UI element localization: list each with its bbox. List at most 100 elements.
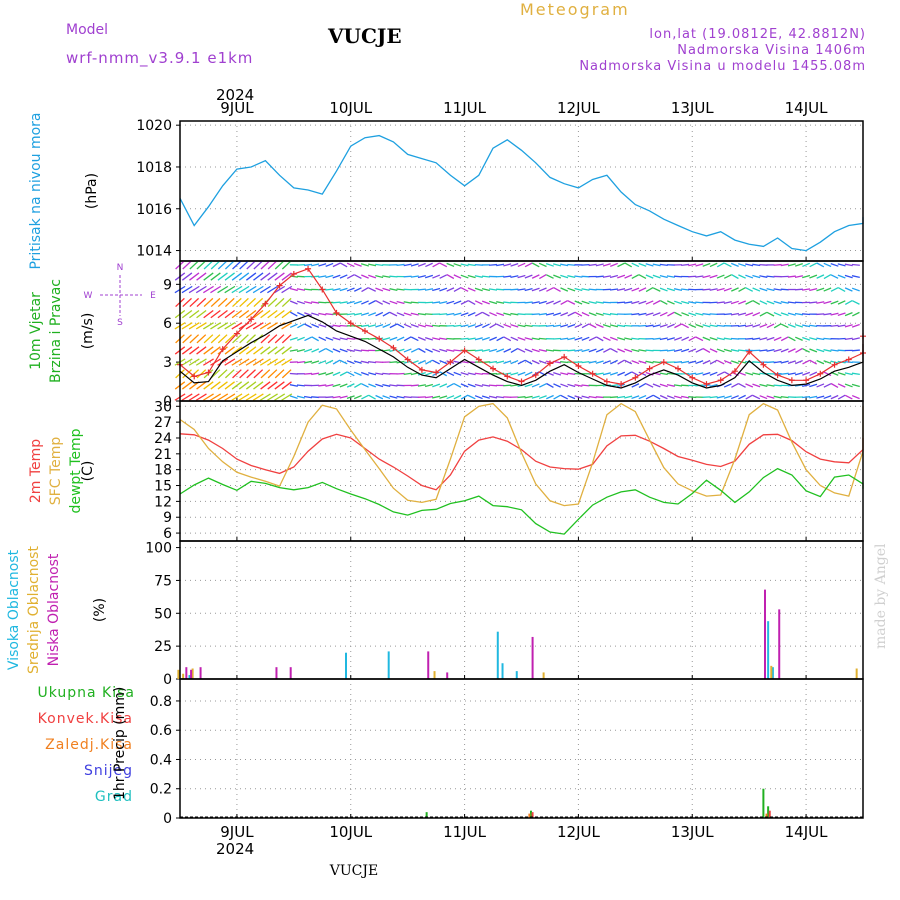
gust-marker <box>433 369 440 376</box>
y-tick-label: 18 <box>154 463 172 479</box>
wind-arrow <box>231 393 243 401</box>
wind-arrow <box>354 274 362 279</box>
wind-arrow <box>581 288 590 291</box>
wind-arrow <box>709 336 718 341</box>
wind-arrow <box>325 288 334 291</box>
wind-arrow <box>224 297 235 308</box>
wind-arrow <box>752 324 761 328</box>
wind-arrow <box>666 323 675 328</box>
wind-arrow <box>730 337 739 340</box>
wind-arrow <box>453 371 462 376</box>
wind-arrow <box>802 396 811 399</box>
wind-arrow <box>652 360 661 364</box>
wind-arrow <box>752 372 761 376</box>
gust-marker <box>703 381 710 388</box>
wind-arrow <box>780 348 789 353</box>
series-line-2m <box>179 433 864 491</box>
wind-arrow <box>425 371 433 376</box>
wind-arrow <box>439 337 448 341</box>
wind-arrow <box>723 287 732 292</box>
wind-arrow <box>759 311 768 317</box>
wind-arrow <box>631 313 640 316</box>
wind-arrow <box>318 275 327 278</box>
wind-arrow <box>609 274 619 279</box>
wind-arrow <box>503 312 512 316</box>
wind-arrow <box>231 322 243 330</box>
wind-arrow <box>403 323 412 329</box>
wind-arrow <box>681 263 690 266</box>
wind-arrow <box>389 361 398 364</box>
wind-arrow <box>624 324 633 327</box>
wind-arrow <box>467 263 476 267</box>
gust-marker <box>390 344 397 351</box>
wind-arrow <box>267 322 278 330</box>
wind-arrow <box>325 371 334 376</box>
wind-arrow <box>339 287 348 292</box>
day-label-bottom: 11JUL <box>443 823 486 841</box>
wind-arrow <box>389 336 398 341</box>
wind-arrow <box>203 322 214 330</box>
wind-arrow <box>232 369 242 379</box>
wind-arrow <box>688 312 697 316</box>
wind-arrow <box>595 301 604 304</box>
wind-arrow <box>624 262 633 268</box>
wind-arrow <box>602 372 611 376</box>
wind-arrow <box>252 322 264 330</box>
wind-arrow <box>410 301 419 304</box>
wind-arrow <box>467 299 476 306</box>
wind-arrow <box>361 286 369 293</box>
wind-arrow <box>802 336 811 341</box>
wind-arrow <box>360 324 370 328</box>
wind-arrow <box>631 383 640 388</box>
wind-arrow <box>259 285 271 294</box>
product-title: Meteogram <box>520 0 630 19</box>
wind-arrow <box>844 274 853 279</box>
wind-arrow <box>553 274 562 279</box>
wind-arrow <box>289 384 298 387</box>
wind-arrow <box>481 395 490 399</box>
gust-marker <box>717 377 724 384</box>
gust-marker <box>404 356 411 363</box>
wind-arrow <box>780 395 789 399</box>
station-title: VUCJE <box>327 24 402 48</box>
wind-arrow <box>787 263 796 267</box>
wind-arrow <box>368 337 377 340</box>
wind-arrow <box>716 395 725 399</box>
wind-arrow <box>238 346 250 355</box>
wind-arrow <box>203 346 214 355</box>
compass-w: W <box>84 291 93 301</box>
wind-arrow <box>189 272 200 281</box>
wind-arrow <box>609 396 619 399</box>
wind-arrow <box>681 395 690 399</box>
wind-arrow <box>837 274 846 279</box>
wind-arrow <box>224 358 236 366</box>
wind-arrow <box>353 349 362 352</box>
wind-arrow <box>652 324 661 328</box>
wind-arrow <box>332 395 341 399</box>
wind-arrow <box>567 394 576 400</box>
wind-arrow <box>446 274 455 280</box>
wind-arrow <box>851 349 860 352</box>
wind-arrow <box>203 334 214 344</box>
wind-arrow <box>195 285 207 294</box>
wind-arrow <box>531 262 540 268</box>
wind-arrow <box>424 383 434 388</box>
wind-arrow <box>624 359 633 365</box>
wind-arrow <box>645 360 654 364</box>
wind-arrow <box>339 274 348 279</box>
wind-arrow <box>816 383 825 388</box>
wind-arrow <box>274 297 285 308</box>
gust-marker <box>376 335 383 342</box>
wind-arrow <box>674 300 683 305</box>
wind-arrow <box>673 348 683 352</box>
wind-arrow <box>403 372 412 375</box>
wind-arrow <box>588 300 597 305</box>
wind-arrow <box>410 263 419 267</box>
wind-arrow <box>709 324 718 328</box>
wind-arrow <box>417 288 426 291</box>
wind-arrow <box>517 336 526 341</box>
panels-layer: 9JUL 9JUL 10JUL 10JUL 11JUL 11JUL 12JUL 12JUL 13… <box>6 99 866 841</box>
wind-arrow <box>702 312 711 316</box>
wind-arrow <box>702 371 711 376</box>
wind-arrow <box>481 384 490 387</box>
